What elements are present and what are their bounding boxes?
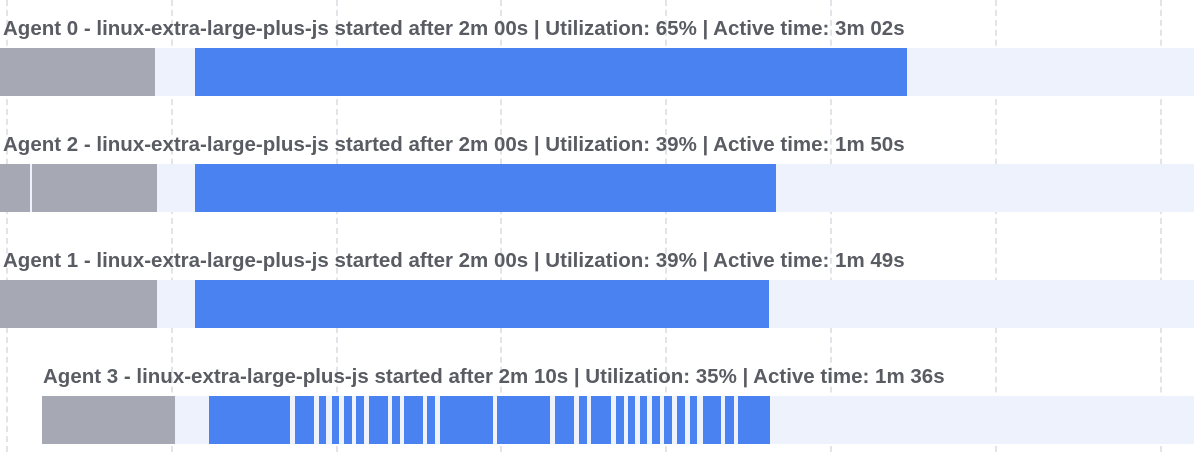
idle-segment — [0, 280, 158, 328]
active-segment — [294, 396, 314, 444]
active-segment — [737, 396, 770, 444]
active-segment — [615, 396, 625, 444]
agent-2-timeline — [0, 164, 1194, 212]
active-segment — [663, 396, 673, 444]
grid-line — [336, 0, 338, 452]
active-segment — [355, 396, 364, 444]
agent-1-title: Agent 1 - linux-extra-large-plus-js star… — [3, 249, 905, 272]
active-segment — [496, 396, 551, 444]
grid-line — [995, 0, 997, 452]
grid-line — [1160, 0, 1162, 452]
idle-segment — [32, 164, 158, 212]
active-segment — [195, 164, 777, 212]
active-segment — [369, 396, 388, 444]
idle-segment — [0, 164, 31, 212]
active-segment — [554, 396, 574, 444]
active-segment — [403, 396, 424, 444]
active-segment — [439, 396, 494, 444]
active-segment — [640, 396, 648, 444]
agent-3-timeline — [41, 396, 1194, 444]
idle-segment — [0, 48, 155, 96]
grid-line — [171, 0, 173, 452]
active-segment — [676, 396, 686, 444]
active-segment — [344, 396, 352, 444]
agent-0-title: Agent 0 - linux-extra-large-plus-js star… — [3, 17, 905, 40]
active-segment — [690, 396, 698, 444]
active-segment — [195, 280, 770, 328]
active-segment — [319, 396, 327, 444]
active-segment — [426, 396, 436, 444]
agent-2-title: Agent 2 - linux-extra-large-plus-js star… — [3, 133, 905, 156]
active-segment — [195, 48, 908, 96]
agent-0-timeline — [0, 48, 1194, 96]
active-segment — [209, 396, 291, 444]
grid-line — [6, 0, 8, 452]
active-segment — [724, 396, 734, 444]
agent-1-timeline — [0, 280, 1194, 328]
active-segment — [331, 396, 339, 444]
active-segment — [627, 396, 635, 444]
agent-3-title: Agent 3 - linux-extra-large-plus-js star… — [43, 365, 945, 388]
active-segment — [392, 396, 400, 444]
active-segment — [579, 396, 587, 444]
grid-line — [665, 0, 667, 452]
grid-line — [500, 0, 502, 452]
active-segment — [652, 396, 660, 444]
active-segment — [703, 396, 721, 444]
active-segment — [591, 396, 612, 444]
idle-segment — [41, 396, 176, 444]
grid-line — [830, 0, 832, 452]
